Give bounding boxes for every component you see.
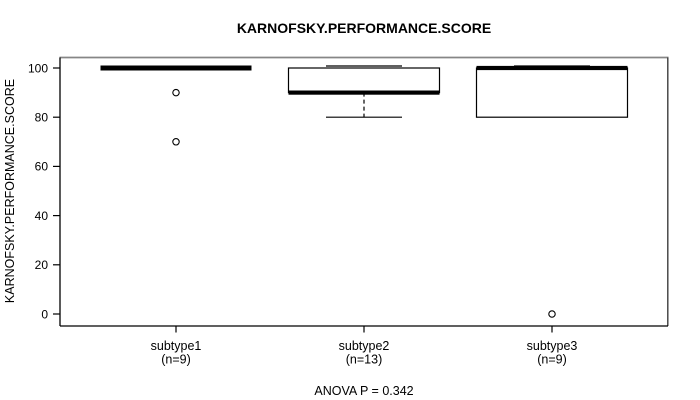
y-tick-label: 60 bbox=[35, 160, 49, 174]
y-axis: 0 20 40 60 80 100 bbox=[28, 61, 60, 321]
chart-title: KARNOFSKY.PERFORMANCE.SCORE bbox=[237, 20, 491, 36]
box-series bbox=[100, 65, 629, 318]
x-tick-sublabel: (n=13) bbox=[346, 353, 382, 367]
x-tick-sublabel: (n=9) bbox=[161, 353, 191, 367]
boxplot-group-subtype3 bbox=[475, 65, 629, 318]
iqr-box bbox=[475, 67, 629, 118]
outlier-point bbox=[172, 88, 180, 97]
y-tick-label: 100 bbox=[28, 61, 48, 75]
x-tick-sublabel: (n=9) bbox=[537, 353, 567, 367]
iqr-box bbox=[287, 67, 441, 94]
median-line bbox=[100, 65, 252, 71]
x-axis: subtype1(n=9)subtype2(n=13)subtype3(n=9) bbox=[151, 326, 578, 367]
anova-annotation: ANOVA P = 0.342 bbox=[314, 384, 413, 398]
boxplot-group-subtype1 bbox=[100, 65, 252, 146]
x-tick-label: subtype3 bbox=[527, 339, 578, 353]
y-tick-label: 20 bbox=[35, 258, 49, 272]
y-axis-title: KARNOFSKY.PERFORMANCE.SCORE bbox=[3, 79, 17, 303]
outlier-point bbox=[172, 138, 180, 146]
median-line bbox=[288, 90, 440, 95]
median-line bbox=[476, 65, 628, 71]
outlier-point bbox=[548, 310, 556, 318]
boxplot-group-subtype2 bbox=[287, 65, 441, 118]
y-tick-label: 80 bbox=[35, 111, 49, 125]
x-tick-label: subtype1 bbox=[151, 339, 202, 353]
y-tick-label: 0 bbox=[41, 307, 48, 321]
x-tick-label: subtype2 bbox=[339, 339, 390, 353]
y-tick-label: 40 bbox=[35, 209, 49, 223]
